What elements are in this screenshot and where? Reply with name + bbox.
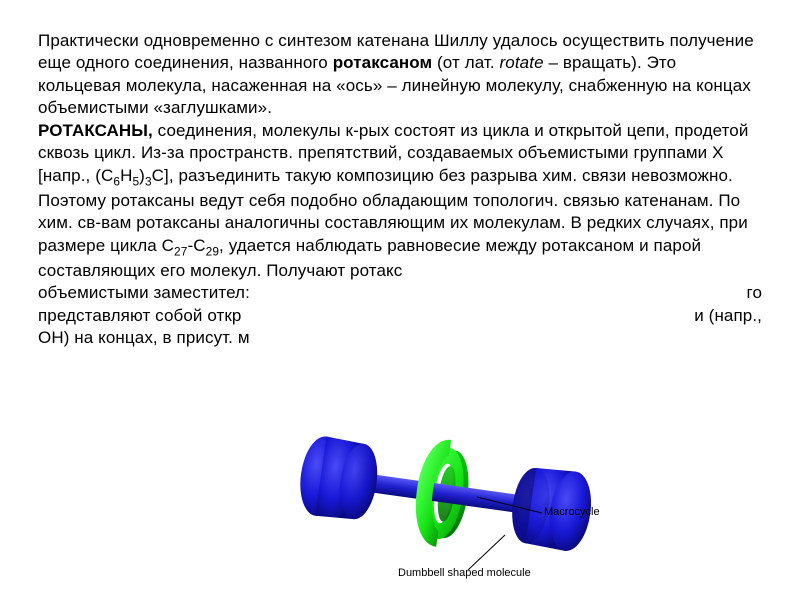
text-run: (от лат. bbox=[432, 53, 499, 72]
subscript: 29 bbox=[206, 244, 219, 258]
document-page: Практически одновременно с синтезом кате… bbox=[0, 0, 800, 600]
stopper-left bbox=[296, 434, 382, 524]
rotaxane-diagram: Macrocycle Dumbbell shaped molecule bbox=[280, 385, 640, 585]
text-run: го bbox=[747, 282, 762, 304]
bold-heading-rotaxanes: РОТАКСАНЫ, bbox=[38, 121, 153, 140]
text-run: -С bbox=[187, 236, 205, 255]
text-run: OH) на концах, в присут. м bbox=[38, 328, 250, 347]
text-run: Н bbox=[120, 166, 132, 185]
bold-term-rotaxane: ротаксаном bbox=[333, 53, 433, 72]
text-run: представляют собой откр bbox=[38, 306, 241, 325]
leader-dumbbell bbox=[468, 535, 505, 570]
rotaxane-svg bbox=[280, 385, 640, 585]
label-macrocycle: Macrocycle bbox=[544, 506, 600, 518]
text-run: и (напр., bbox=[694, 305, 762, 327]
label-dumbbell: Dumbbell shaped molecule bbox=[398, 567, 531, 579]
text-run: объемистыми заместител: bbox=[38, 283, 250, 302]
subscript: 3 bbox=[145, 174, 152, 188]
subscript: 27 bbox=[174, 244, 187, 258]
italic-latin: rotate bbox=[500, 53, 544, 72]
body-text: Практически одновременно с синтезом кате… bbox=[38, 30, 762, 349]
